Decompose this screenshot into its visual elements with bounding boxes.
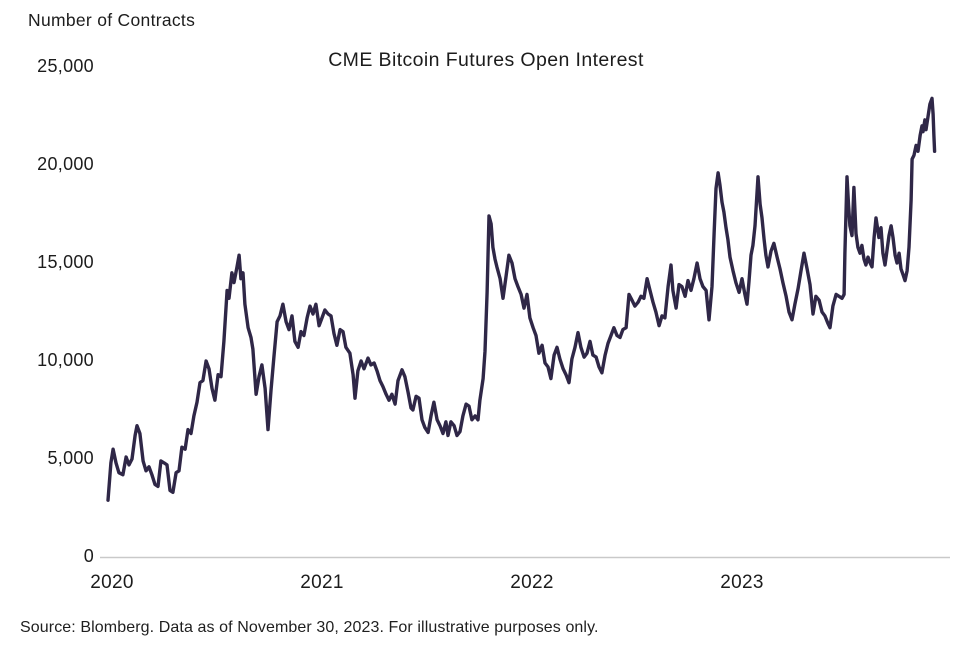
y-tick-label: 0 <box>83 546 94 566</box>
chart-title: CME Bitcoin Futures Open Interest <box>328 49 644 71</box>
x-tick-label: 2020 <box>90 572 134 593</box>
x-tick-label: 2023 <box>720 572 764 593</box>
x-tick-label: 2022 <box>510 572 554 593</box>
open-interest-series-line <box>106 96 937 502</box>
y-tick-label: 20,000 <box>37 154 94 174</box>
y-tick-label: 10,000 <box>37 350 94 370</box>
y-tick-label: 15,000 <box>37 252 94 272</box>
x-tick-label: 2021 <box>300 572 344 593</box>
y-axis-units-label: Number of Contracts <box>28 10 196 30</box>
y-tick-label: 25,000 <box>37 56 94 76</box>
y-tick-label: 5,000 <box>47 448 94 468</box>
source-note: Source: Blomberg. Data as of November 30… <box>20 619 599 636</box>
